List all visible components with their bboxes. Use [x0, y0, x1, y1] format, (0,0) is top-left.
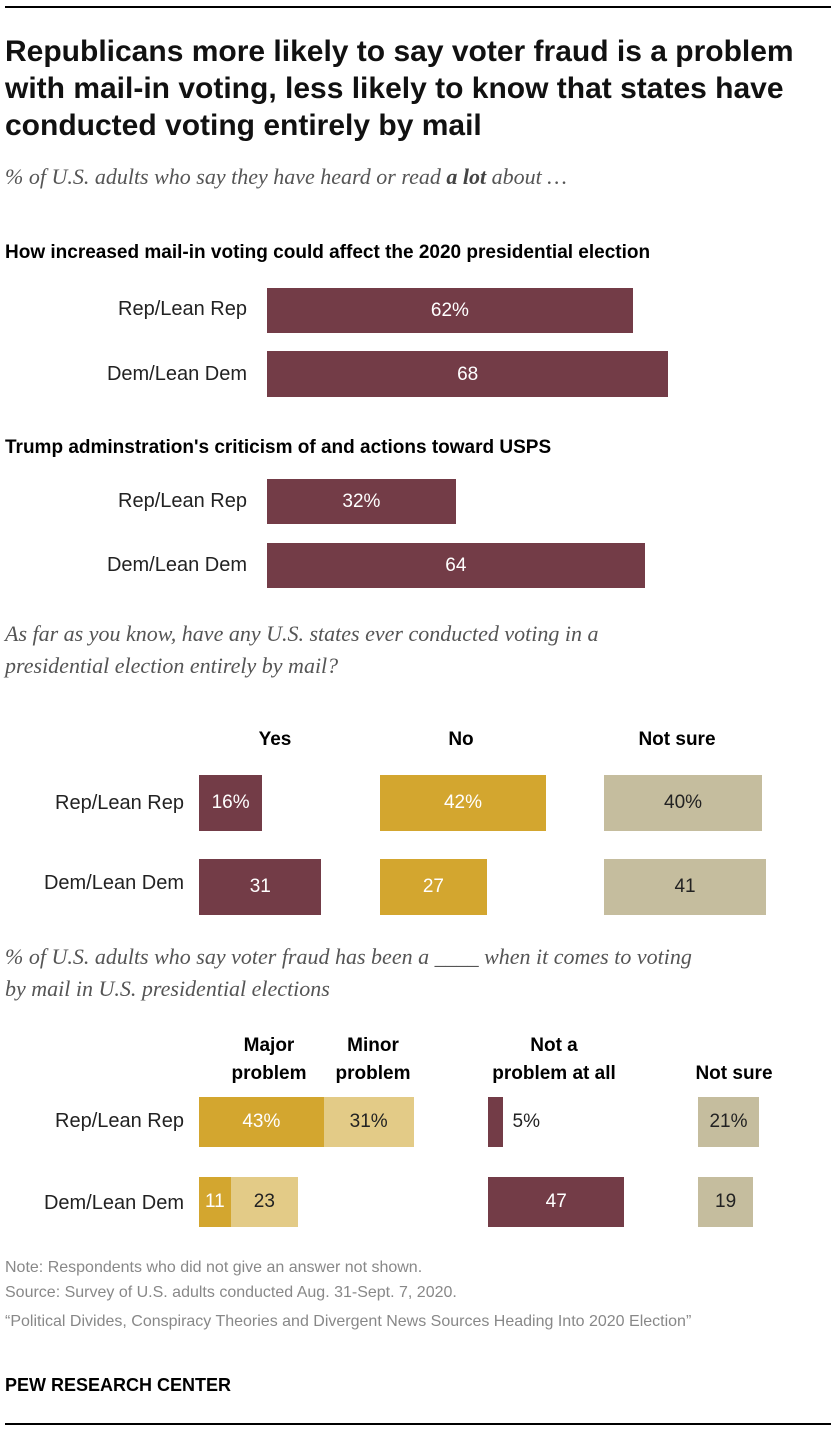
s3-dem-no-bar [380, 859, 487, 915]
s4-header-major-1: Major [243, 1035, 295, 1056]
s3-rep-no-bar [380, 775, 546, 831]
s2-dem-value: 64 [445, 555, 467, 576]
s2-row-dem: Dem/Lean Dem [106, 554, 247, 576]
s3-question-line2: presidential election entirely by mail? [5, 653, 339, 678]
s4-rep-major-bar-value: 43% [242, 1111, 281, 1132]
report-title: “Political Divides, Conspiracy Theories … [5, 1313, 692, 1330]
s3-rep-no-bar-value: 42% [443, 792, 482, 813]
s4-dem-not-a-problem-bar-value: 47 [545, 1191, 567, 1212]
s4-header-not-sure: Not sure [695, 1063, 773, 1084]
s4-header-minor-1: Minor [347, 1035, 399, 1056]
subtitle-suffix: about … [486, 164, 567, 189]
note-text: Note: Respondents who did not give an an… [5, 1259, 423, 1276]
s4-row-dem: Dem/Lean Dem [43, 1192, 184, 1214]
bottom-rule [5, 1423, 831, 1425]
s4-rep-not-a-problem-bar-value: 5% [512, 1111, 540, 1132]
s3-row-dem: Dem/Lean Dem [43, 872, 184, 894]
s2-rep-bar [267, 479, 456, 524]
s3-dem-yes-bar-value: 31 [249, 876, 271, 897]
s4-rep-minor-bar-value: 31% [349, 1111, 388, 1132]
s1-rep-bar [267, 288, 633, 333]
s4-dem-minor-bar [230, 1177, 298, 1227]
top-rule [5, 6, 831, 8]
s4-rep-not-sure-bar-value: 21% [709, 1111, 748, 1132]
s1-row-dem: Dem/Lean Dem [106, 363, 247, 385]
s4-header-major: Major problem [214, 1032, 324, 1088]
section2-title: Trump adminstration's criticism of and a… [5, 437, 552, 458]
s4-dem-minor-bar-value: 23 [253, 1191, 275, 1212]
s4-question-line1: % of U.S. adults who say voter fraud has… [5, 944, 692, 969]
s4-header-not-2: problem at all [492, 1063, 616, 1084]
s1-dem-bar [267, 351, 669, 397]
s3-rep-not-sure-bar [604, 775, 762, 831]
s2-rep-value: 32% [342, 491, 381, 512]
s4-dem-major-bar-value: 11 [204, 1191, 225, 1212]
s4-dem-not-sure-bar [698, 1177, 754, 1227]
s3-header-not-sure: Not sure [638, 729, 716, 750]
s3-dem-yes-bar [199, 859, 322, 915]
s1-dem-value: 68 [457, 364, 479, 385]
chart-subtitle: % of U.S. adults who say they have heard… [5, 164, 567, 190]
s4-header-major-2: problem [231, 1063, 307, 1084]
s4-header-minor-2: problem [335, 1063, 411, 1084]
s4-rep-not-sure-bar [698, 1097, 759, 1147]
s4-header-minor: Minor problem [318, 1032, 428, 1088]
section1-title: How increased mail-in voting could affec… [5, 242, 651, 263]
s3-dem-not-sure-bar [604, 859, 766, 915]
s3-header-yes: Yes [258, 729, 292, 750]
s2-dem-bar [267, 543, 645, 588]
s3-question-line1: As far as you know, have any U.S. states… [5, 621, 599, 646]
s3-row-rep: Rep/Lean Rep [55, 792, 184, 814]
chart-title: Republicans more likely to say voter fra… [5, 35, 794, 142]
s4-rep-not-a-problem-bar [488, 1097, 503, 1147]
s1-row-rep: Rep/Lean Rep [118, 298, 247, 320]
s3-rep-yes-bar [199, 775, 263, 831]
s4-rep-major-bar [199, 1097, 324, 1147]
s4-dem-not-a-problem-bar [488, 1177, 625, 1227]
subtitle-prefix: % of U.S. adults who say they have heard… [5, 164, 447, 189]
s4-header-not-1: Not a [530, 1035, 578, 1056]
subtitle-bold: a lot [446, 164, 487, 189]
s3-rep-yes-bar-value: 16% [211, 792, 250, 813]
s4-header-not-a-problem: Not a problem at all [474, 1032, 634, 1088]
pew-brand: PEW RESEARCH CENTER [5, 1375, 232, 1395]
s1-rep-value: 62% [430, 300, 469, 321]
s3-dem-no-bar-value: 27 [422, 876, 444, 897]
source-text: Source: Survey of U.S. adults conducted … [5, 1284, 457, 1301]
s4-question-line2: by mail in U.S. presidential elections [5, 976, 330, 1001]
s2-row-rep: Rep/Lean Rep [118, 490, 247, 512]
s4-rep-minor-bar [323, 1097, 414, 1147]
s3-rep-not-sure-bar-value: 40% [664, 792, 703, 813]
s4-row-rep: Rep/Lean Rep [55, 1110, 184, 1132]
s4-dem-major-bar [199, 1177, 231, 1227]
s4-dem-not-sure-bar-value: 19 [715, 1191, 737, 1212]
s3-header-no: No [448, 729, 474, 750]
s3-dem-not-sure-bar-value: 41 [674, 876, 696, 897]
